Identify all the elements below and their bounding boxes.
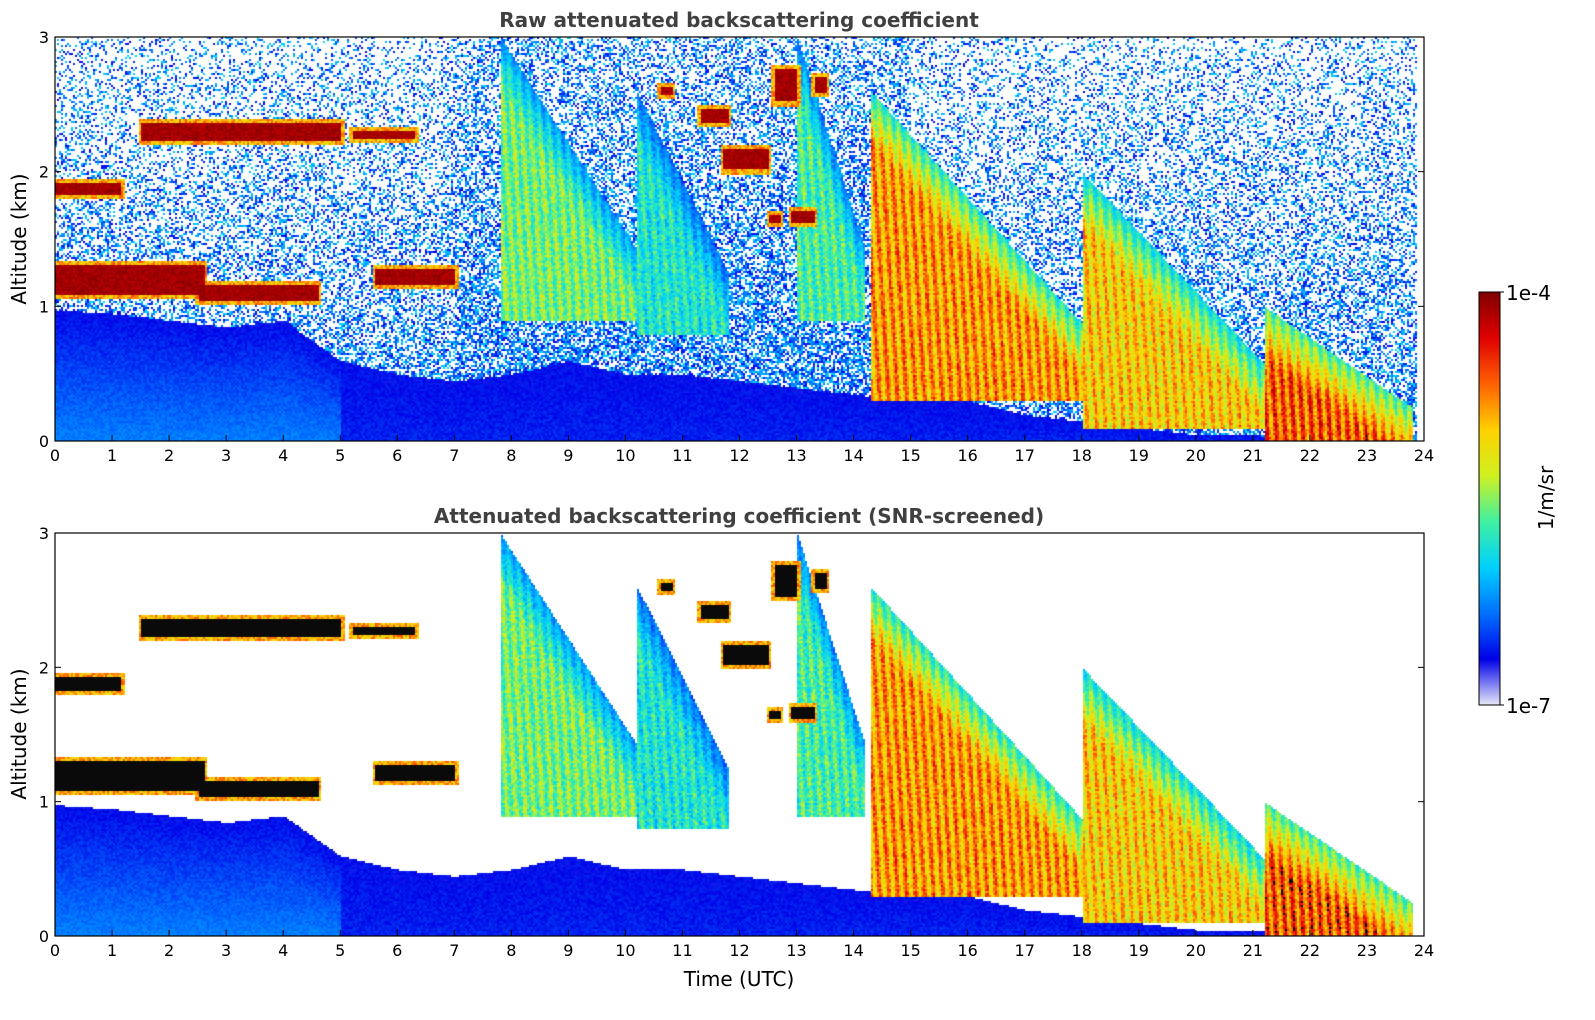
x-tick-label: 14	[843, 446, 863, 465]
panel-raw-ticks: 0 1 2 3 4 5 6 7 8 9 10 11 12 13 14 15 16 17 18 19 20 21 22 23 24…	[39, 28, 1434, 465]
colorbar: 1e-4 1e-7 1/m/sr	[1478, 281, 1558, 718]
x-tick-label: 17	[1015, 446, 1035, 465]
y-tick-label: 3	[39, 28, 49, 47]
y-tick-label: 1	[39, 297, 49, 316]
x-tick-label: 2	[164, 941, 174, 960]
x-tick-label: 10	[615, 941, 635, 960]
x-tick-label: 7	[449, 941, 459, 960]
x-tick-label: 3	[221, 446, 231, 465]
x-tick-label: 22	[1300, 941, 1320, 960]
panel-screened-xlabel: Time (UTC)	[683, 967, 795, 991]
x-tick-label: 9	[563, 941, 573, 960]
x-tick-label: 15	[900, 446, 920, 465]
x-tick-label: 6	[392, 941, 402, 960]
x-tick-label: 9	[563, 446, 573, 465]
x-tick-label: 11	[672, 941, 692, 960]
x-tick-label: 4	[278, 941, 288, 960]
colorbar-max-label: 1e-4	[1506, 281, 1551, 305]
x-tick-label: 5	[335, 446, 345, 465]
x-tick-label: 0	[50, 446, 60, 465]
panel-screened: Attenuated backscattering coefficient (S…	[7, 504, 1434, 991]
colorbar-gradient	[1479, 292, 1500, 705]
x-tick-label: 11	[672, 446, 692, 465]
x-tick-label: 8	[506, 446, 516, 465]
x-tick-label: 16	[957, 941, 977, 960]
y-tick-label: 2	[39, 658, 49, 677]
x-tick-label: 23	[1357, 941, 1377, 960]
x-tick-label: 19	[1129, 941, 1149, 960]
x-tick-label: 23	[1357, 446, 1377, 465]
panel-screened-heatmap	[55, 533, 1424, 936]
y-tick-label: 2	[39, 163, 49, 182]
x-tick-label: 1	[107, 941, 117, 960]
x-tick-label: 18	[1072, 446, 1092, 465]
x-tick-label: 17	[1015, 941, 1035, 960]
x-tick-label: 20	[1186, 941, 1206, 960]
colorbar-min-label: 1e-7	[1506, 694, 1551, 718]
x-tick-label: 6	[392, 446, 402, 465]
y-tick-label: 0	[39, 432, 49, 451]
x-tick-label: 24	[1414, 941, 1434, 960]
x-tick-label: 16	[957, 446, 977, 465]
x-tick-label: 10	[615, 446, 635, 465]
y-tick-label: 3	[39, 524, 49, 543]
x-tick-label: 12	[729, 941, 749, 960]
x-tick-label: 1	[107, 446, 117, 465]
panel-screened-ticks: 0 1 2 3 4 5 6 7 8 9 10 11 12 13 14 15 16 17 18 19 20 21 22 23 24…	[39, 524, 1434, 960]
x-tick-label: 21	[1243, 941, 1263, 960]
colorbar-unit-label: 1/m/sr	[1534, 465, 1558, 530]
panel-raw: Raw attenuated backscattering coefficien…	[7, 8, 1434, 465]
panel-screened-ylabel: Altitude (km)	[7, 668, 31, 799]
x-tick-label: 18	[1072, 941, 1092, 960]
x-tick-label: 20	[1186, 446, 1206, 465]
x-tick-label: 3	[221, 941, 231, 960]
x-tick-label: 21	[1243, 446, 1263, 465]
x-tick-label: 14	[843, 941, 863, 960]
x-tick-label: 4	[278, 446, 288, 465]
x-tick-label: 0	[50, 941, 60, 960]
panel-raw-heatmap	[55, 37, 1424, 441]
x-tick-label: 19	[1129, 446, 1149, 465]
y-tick-label: 0	[39, 927, 49, 946]
x-tick-label: 8	[506, 941, 516, 960]
x-tick-label: 24	[1414, 446, 1434, 465]
y-tick-label: 1	[39, 793, 49, 812]
x-tick-label: 15	[900, 941, 920, 960]
x-tick-label: 22	[1300, 446, 1320, 465]
x-tick-label: 7	[449, 446, 459, 465]
panel-screened-title: Attenuated backscattering coefficient (S…	[434, 504, 1044, 528]
x-tick-label: 2	[164, 446, 174, 465]
x-tick-label: 13	[786, 941, 806, 960]
panel-raw-title: Raw attenuated backscattering coefficien…	[499, 8, 979, 32]
x-tick-label: 5	[335, 941, 345, 960]
x-tick-label: 12	[729, 446, 749, 465]
x-tick-label: 13	[786, 446, 806, 465]
panel-raw-ylabel: Altitude (km)	[7, 173, 31, 304]
colorbar-frame	[1478, 291, 1501, 706]
